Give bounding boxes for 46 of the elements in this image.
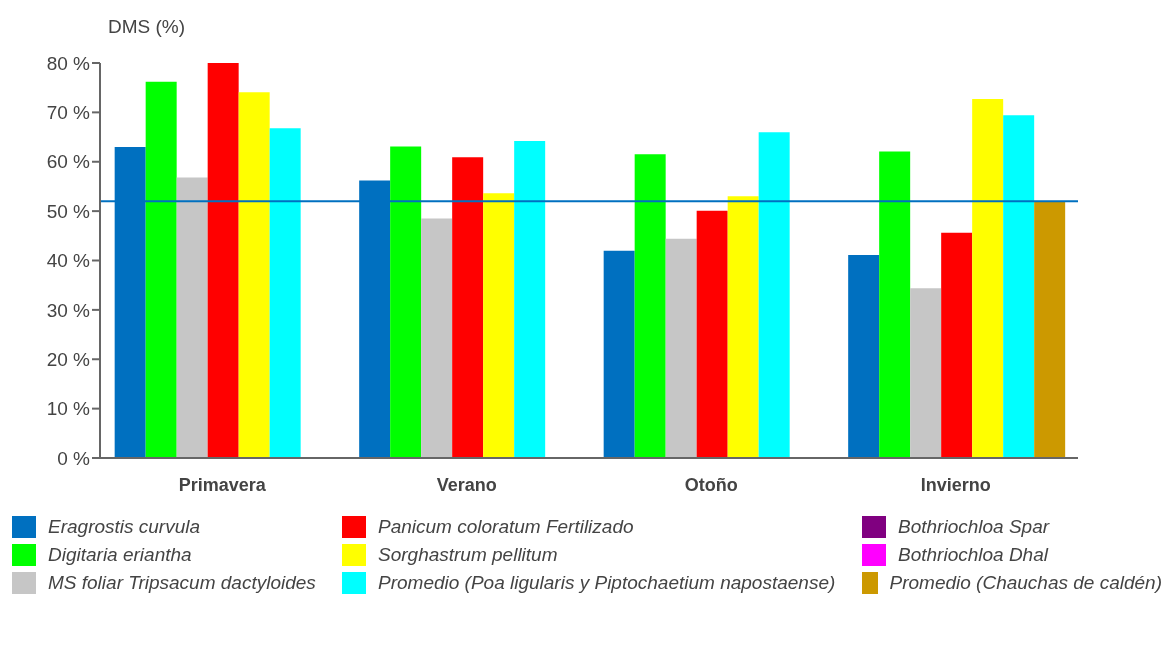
bar [421,218,453,458]
y-tick-label: 80 % [46,52,91,74]
legend-label: Digitaria eriantha [47,543,193,567]
bar [452,157,484,458]
bar [696,210,728,458]
y-tick-label: 40 % [46,250,91,272]
legend-label: MS foliar Tripsacum dactyloides [47,571,317,595]
bar [634,154,666,458]
bar [727,196,759,458]
bar [1003,115,1035,458]
legend-label: Promedio (Chauchas de caldén) [888,571,1162,595]
bar [1034,201,1066,458]
x-tick-label: Primavera [178,474,267,495]
bar [483,193,515,458]
y-axis-title: DMS (%) [108,16,186,38]
legend-label: Eragrostis curvula [47,515,202,539]
y-tick-label: 20 % [46,348,91,370]
y-tick-label: 60 % [46,151,91,173]
bar [145,81,177,458]
legend-label: Bothriochloa Spar [897,515,1051,539]
bar [176,177,208,458]
bar [603,250,635,458]
bar [848,255,880,458]
y-tick-label: 30 % [46,299,91,321]
bar [758,132,790,458]
bar [665,238,697,458]
bar [390,146,422,458]
bar [941,232,973,458]
legend-label: Promedio (Poa ligularis y Piptochaetium napostaense) [377,571,837,595]
y-tick-label: 70 % [46,102,91,124]
bar [269,128,301,458]
bar [910,288,942,458]
bar [238,92,270,458]
x-tick-label: Verano [436,474,497,495]
x-tick-label: Otoño [684,474,738,495]
y-tick-label: 0 % [57,447,91,469]
y-tick-label: 50 % [46,200,91,222]
x-tick-label: Invierno [920,474,991,495]
legend-label: Bothriochloa Dhal [897,543,1050,567]
bar [879,151,911,458]
legend-label: Panicum coloratum Fertilizado [377,515,635,539]
bar [514,141,546,458]
bar [207,63,239,458]
legend-label: Sorghastrum pellitum [377,543,559,567]
bar [972,99,1004,458]
y-tick-label: 10 % [46,398,91,420]
